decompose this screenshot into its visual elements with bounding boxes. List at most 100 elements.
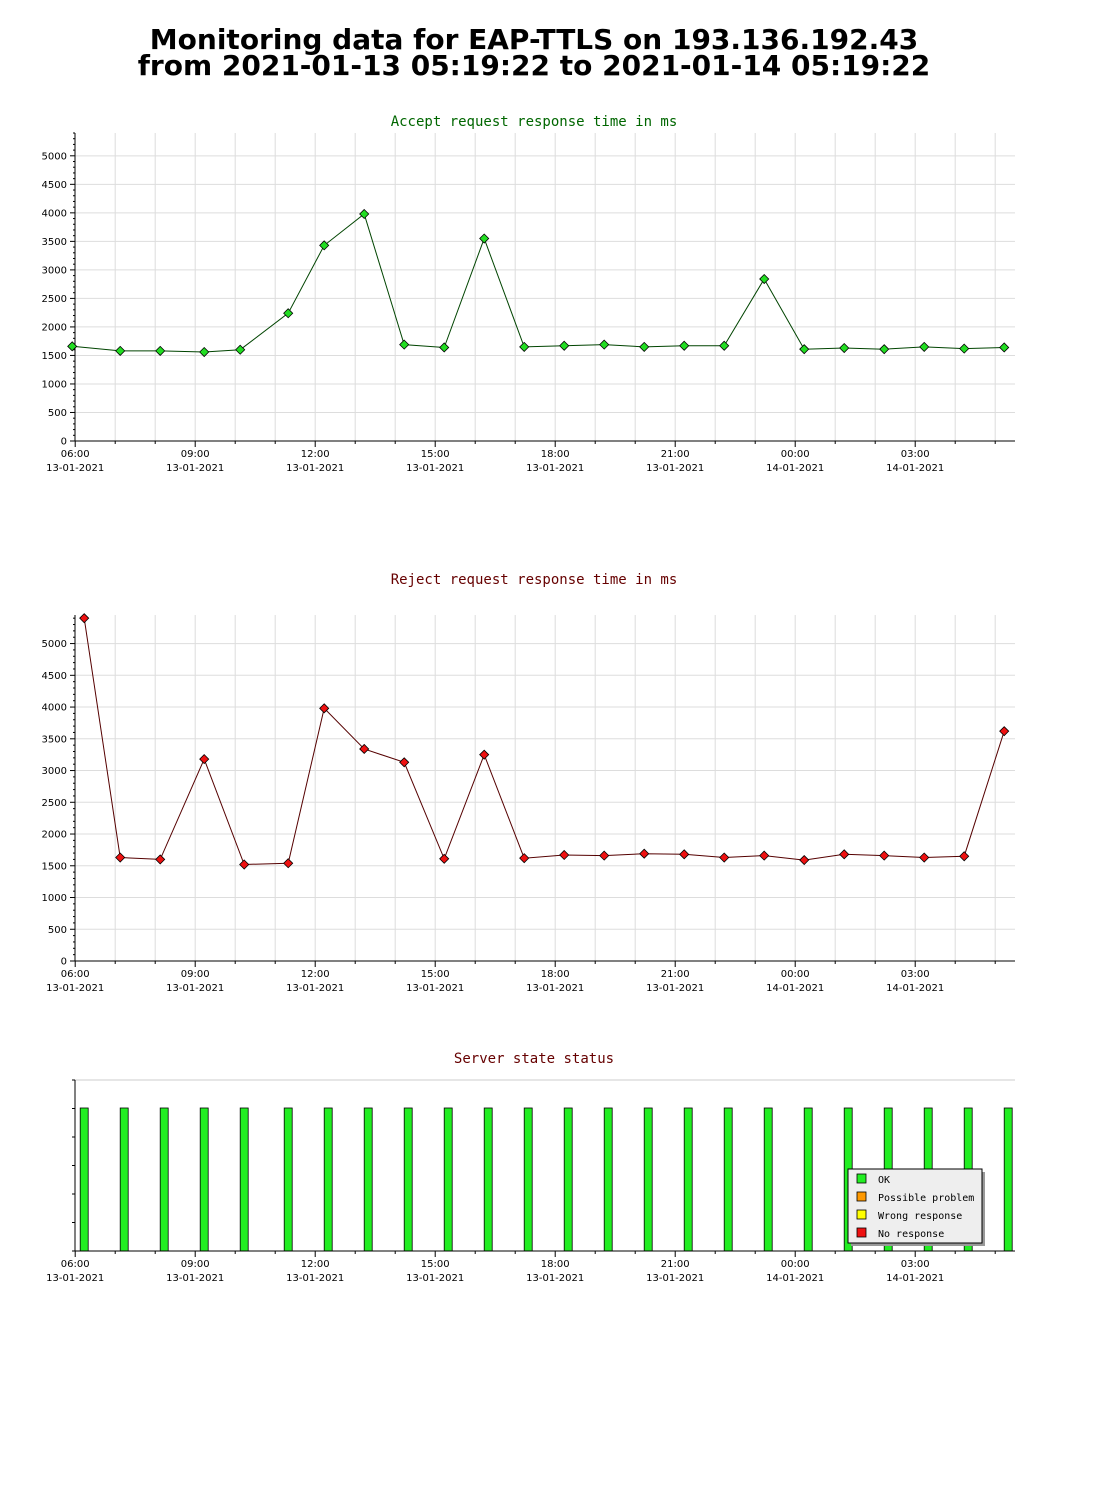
reject-chart-y-tick-label: 3500 xyxy=(42,734,67,745)
reject-chart-y-tick-label: 4000 xyxy=(42,703,67,714)
accept-chart-series-line xyxy=(72,213,1005,353)
reject-chart-data-point xyxy=(719,852,730,863)
status-chart-x-tick-date: 14-01-2021 xyxy=(886,1273,944,1284)
accept-chart-y-tick-label: 4000 xyxy=(42,208,67,219)
reject-chart-y-tick-label: 0 xyxy=(61,957,67,968)
accept-chart-x-tick-time: 12:00 xyxy=(301,449,330,460)
reject-chart-data-point xyxy=(399,757,410,768)
accept-chart-x-tick-date: 13-01-2021 xyxy=(526,463,584,474)
accept-chart-x-tick-time: 06:00 xyxy=(61,449,90,460)
reject-chart-x-tick-time: 06:00 xyxy=(61,969,90,980)
status-chart-legend-swatch xyxy=(856,1209,867,1220)
page-title-line-1: Monitoring data for EAP-TTLS on 193.136.… xyxy=(149,23,919,56)
accept-chart-data-point xyxy=(599,339,610,350)
accept-chart-data-point xyxy=(319,240,330,251)
accept-chart-x-tick-time: 03:00 xyxy=(901,449,930,460)
status-chart-legend-swatch xyxy=(856,1227,867,1238)
reject-chart-y-tick-label: 2000 xyxy=(42,830,67,841)
status-chart-status-bar xyxy=(239,1107,249,1252)
accept-chart-x-tick-time: 00:00 xyxy=(781,449,810,460)
accept-chart-data-point xyxy=(999,342,1010,353)
reject-chart-x-tick-time: 12:00 xyxy=(301,969,330,980)
status-chart-legend-label: Wrong response xyxy=(878,1211,962,1222)
status-chart-status-bar xyxy=(119,1107,129,1252)
accept-chart-x-tick-time: 15:00 xyxy=(421,449,450,460)
reject-chart-data-point xyxy=(479,749,490,760)
status-chart-status-bar xyxy=(283,1107,293,1252)
accept-chart-x-tick-time: 21:00 xyxy=(661,449,690,460)
page-title-line-2: from 2021-01-13 05:19:22 to 2021-01-14 0… xyxy=(137,49,931,82)
status-chart-x-tick-time: 09:00 xyxy=(181,1259,210,1270)
reject-chart-y-tick-label: 4500 xyxy=(42,671,67,682)
status-chart-x-tick-time: 18:00 xyxy=(541,1259,570,1270)
accept-chart-x-tick-date: 14-01-2021 xyxy=(886,463,944,474)
accept-chart-data-point xyxy=(199,346,210,358)
accept-chart-y-tick-label: 500 xyxy=(48,408,67,419)
reject-chart-x-tick-date: 14-01-2021 xyxy=(766,983,824,994)
accept-chart-x-tick-date: 13-01-2021 xyxy=(646,463,704,474)
accept-chart-data-point xyxy=(479,233,490,244)
reject-chart-data-point xyxy=(199,754,210,765)
accept-chart-data-point xyxy=(399,339,410,350)
status-chart-status-bar xyxy=(683,1107,693,1252)
accept-chart-data-point xyxy=(359,208,370,220)
accept-chart-data-point xyxy=(519,341,530,352)
accept-chart-x-tick-date: 13-01-2021 xyxy=(166,463,224,474)
status-chart-status-bar xyxy=(483,1107,493,1252)
accept-chart-data-point xyxy=(879,344,890,355)
status-chart-status-bar xyxy=(159,1107,169,1252)
reject-chart-x-tick-time: 18:00 xyxy=(541,969,570,980)
accept-chart-y-tick-label: 2500 xyxy=(42,294,67,305)
status-chart-status-bar xyxy=(199,1107,209,1252)
accept-chart-x-tick-date: 13-01-2021 xyxy=(286,463,344,474)
reject-chart-data-point xyxy=(79,613,90,624)
reject-chart-x-tick-time: 09:00 xyxy=(181,969,210,980)
status-chart-status-bar xyxy=(443,1107,453,1252)
reject-chart-data-point xyxy=(959,851,970,862)
accept-chart-data-point xyxy=(639,341,650,352)
accept-chart-data-point xyxy=(959,343,970,354)
accept-chart-y-tick-label: 1500 xyxy=(42,351,67,362)
reject-chart-data-point xyxy=(155,854,166,865)
reject-chart-x-tick-date: 13-01-2021 xyxy=(406,983,464,994)
accept-chart-y-tick-label: 5000 xyxy=(42,151,67,162)
reject-chart-data-point xyxy=(559,849,570,861)
status-chart-legend-label: No response xyxy=(878,1229,944,1240)
reject-chart-data-point xyxy=(799,854,810,866)
reject-chart-y-tick-label: 2500 xyxy=(42,798,67,809)
reject-chart-x-tick-time: 03:00 xyxy=(901,969,930,980)
status-chart-title: Server state status xyxy=(454,1051,614,1067)
accept-chart-data-point xyxy=(155,345,166,356)
status-chart-x-tick-time: 03:00 xyxy=(901,1259,930,1270)
accept-chart-x-tick-time: 18:00 xyxy=(541,449,570,460)
status-chart-status-bar xyxy=(563,1107,573,1252)
status-chart-status-bar xyxy=(523,1107,533,1252)
reject-chart-data-point xyxy=(115,852,126,863)
status-chart-status-bar xyxy=(1003,1107,1013,1252)
accept-chart-data-point xyxy=(679,340,690,351)
status-chart-status-bar xyxy=(403,1107,413,1252)
accept-chart-data-point xyxy=(839,342,850,354)
reject-chart-data-point xyxy=(359,743,370,755)
status-chart-status-bar xyxy=(79,1107,89,1252)
reject-chart-data-point xyxy=(999,726,1010,737)
accept-chart-y-tick-label: 1000 xyxy=(42,379,67,390)
status-chart-legend xyxy=(847,1168,983,1244)
reject-chart-y-tick-label: 500 xyxy=(48,925,67,936)
accept-chart-data-point xyxy=(559,340,570,351)
status-chart-status-bar xyxy=(643,1107,653,1252)
status-chart-legend-swatch xyxy=(856,1173,867,1184)
accept-chart-data-point xyxy=(235,344,246,355)
reject-chart-x-tick-time: 21:00 xyxy=(661,969,690,980)
status-chart-x-tick-time: 21:00 xyxy=(661,1259,690,1270)
accept-chart-data-point xyxy=(719,340,730,351)
status-chart-status-bar xyxy=(603,1107,613,1252)
status-chart-x-tick-date: 13-01-2021 xyxy=(406,1273,464,1284)
reject-chart-data-point xyxy=(759,850,770,861)
status-chart-x-tick-time: 00:00 xyxy=(781,1259,810,1270)
status-chart-x-tick-date: 13-01-2021 xyxy=(526,1273,584,1284)
reject-chart-y-tick-label: 5000 xyxy=(42,639,67,650)
accept-chart-y-tick-label: 0 xyxy=(61,437,67,448)
reject-chart-x-tick-date: 13-01-2021 xyxy=(166,983,224,994)
